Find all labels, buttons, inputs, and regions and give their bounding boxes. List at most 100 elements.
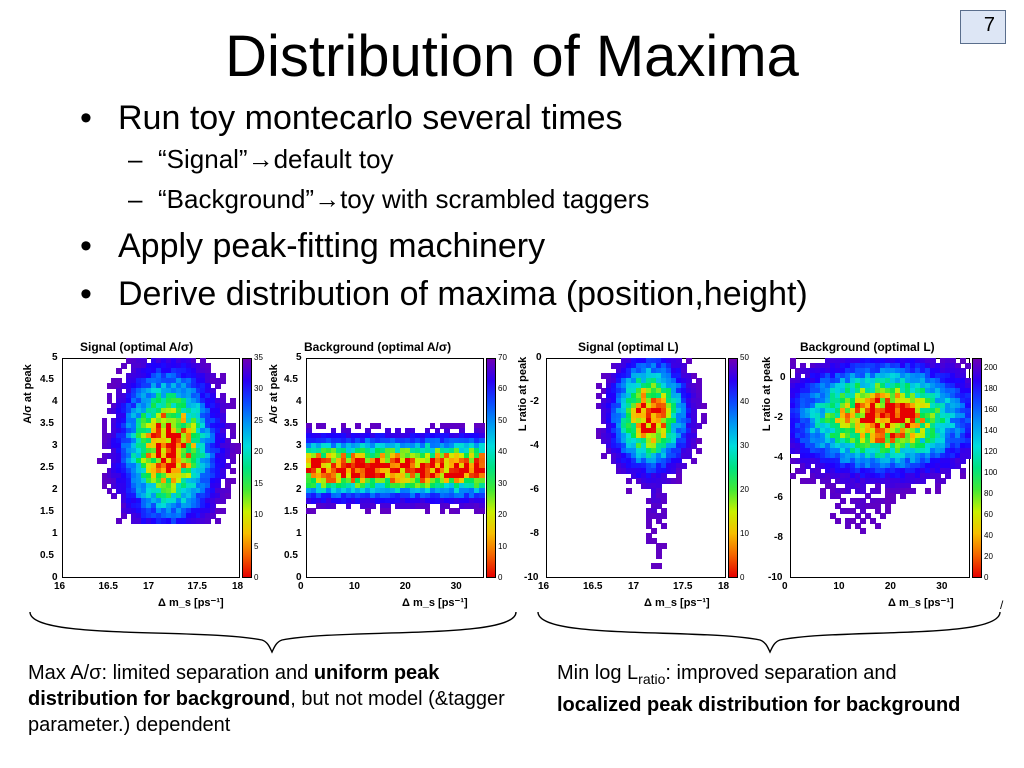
heatmap-cell bbox=[930, 413, 936, 419]
heatmap-cell bbox=[820, 423, 826, 429]
heatmap-cell bbox=[385, 508, 391, 514]
heatmap-cell bbox=[855, 358, 861, 364]
heatmap-cell bbox=[479, 428, 485, 434]
heatmap-cell bbox=[950, 423, 956, 429]
heatmap-cell bbox=[855, 363, 861, 369]
heatmap-cell bbox=[141, 398, 147, 404]
heatmap-cell bbox=[800, 408, 806, 414]
heatmap-cell bbox=[126, 448, 132, 454]
heatmap-cell bbox=[320, 453, 327, 459]
heatmap-cell bbox=[691, 398, 697, 404]
heatmap-cell bbox=[180, 418, 187, 424]
heatmap-cell bbox=[885, 458, 891, 464]
heatmap-cell bbox=[345, 473, 352, 479]
heatmap-cell bbox=[626, 393, 632, 399]
heatmap-cell bbox=[146, 383, 152, 389]
heatmap-cell bbox=[121, 498, 127, 504]
heatmap-cell bbox=[965, 398, 971, 404]
heatmap-cell bbox=[875, 488, 881, 494]
heatmap-cell bbox=[165, 428, 172, 434]
heatmap-cell bbox=[404, 433, 411, 439]
right-brace bbox=[537, 611, 1001, 654]
heatmap-cell bbox=[175, 448, 182, 454]
heatmap-cell bbox=[870, 443, 876, 449]
heatmap-cell bbox=[845, 453, 851, 459]
heatmap-cell bbox=[136, 493, 142, 499]
heatmap-cell bbox=[200, 363, 206, 369]
right-caption-subscript: ratio bbox=[638, 671, 666, 687]
heatmap-cell bbox=[165, 388, 172, 394]
heatmap-cell bbox=[805, 423, 811, 429]
heatmap-cell bbox=[910, 363, 916, 369]
heatmap-cell bbox=[180, 508, 187, 514]
heatmap-cell bbox=[596, 433, 602, 439]
heatmap-cell bbox=[885, 463, 891, 469]
heatmap-cell bbox=[151, 408, 157, 414]
heatmap-cell bbox=[220, 463, 226, 469]
heatmap-cell bbox=[310, 433, 317, 439]
heatmap-cell bbox=[636, 473, 642, 479]
heatmap-cell bbox=[656, 468, 662, 474]
heatmap-cell bbox=[671, 423, 677, 429]
heatmap-cell bbox=[671, 443, 677, 449]
heatmap-cell bbox=[880, 378, 886, 384]
heatmap-cell bbox=[230, 478, 236, 484]
heatmap-cell bbox=[616, 383, 622, 389]
x-tick-label: 16.5 bbox=[98, 581, 118, 592]
heatmap-cell bbox=[950, 388, 956, 394]
heatmap-cell bbox=[439, 468, 446, 474]
heatmap-cell bbox=[424, 463, 431, 469]
heatmap-cell bbox=[800, 468, 806, 474]
heatmap-cell bbox=[474, 483, 480, 489]
heatmap-cell bbox=[696, 393, 702, 399]
heatmap-cell bbox=[200, 513, 206, 519]
heatmap-cell bbox=[870, 408, 876, 414]
heatmap-cell bbox=[631, 468, 637, 474]
heatmap-cell bbox=[616, 398, 622, 404]
heatmap-cell bbox=[195, 513, 202, 519]
heatmap-cell bbox=[141, 428, 147, 434]
heatmap-cell bbox=[835, 398, 841, 404]
heatmap-cell bbox=[870, 468, 876, 474]
heatmap-cell bbox=[646, 433, 652, 439]
heatmap-cell bbox=[825, 358, 831, 364]
heatmap-cell bbox=[845, 358, 851, 364]
heatmap-cell bbox=[160, 493, 167, 499]
heatmap-cell bbox=[126, 428, 132, 434]
heatmap-cell bbox=[175, 463, 182, 469]
x-tick-label: 17.5 bbox=[673, 581, 693, 592]
heatmap-cell bbox=[925, 403, 931, 409]
heatmap-cell bbox=[830, 383, 836, 389]
heatmap-cell bbox=[606, 418, 612, 424]
plot-title: Signal (optimal L) bbox=[578, 340, 679, 354]
heatmap-cell bbox=[666, 358, 672, 364]
heatmap-cell bbox=[935, 413, 941, 419]
heatmap-cell bbox=[330, 443, 337, 449]
heatmap-cell bbox=[880, 458, 886, 464]
heatmap-cell bbox=[910, 433, 916, 439]
heatmap-cell bbox=[855, 468, 861, 474]
heatmap-cell bbox=[101, 458, 108, 464]
heatmap-cell bbox=[200, 368, 206, 374]
heatmap-cell bbox=[686, 373, 692, 379]
heatmap-cell bbox=[935, 438, 941, 444]
heatmap-cell bbox=[950, 358, 956, 364]
heatmap-cell bbox=[155, 493, 162, 499]
heatmap-cell bbox=[900, 383, 906, 389]
heatmap-cell bbox=[111, 458, 117, 464]
heatmap-cell bbox=[210, 388, 216, 394]
heatmap-cell bbox=[925, 383, 931, 389]
heatmap-cell bbox=[651, 418, 657, 424]
heatmap-cell bbox=[845, 373, 851, 379]
heatmap-cell bbox=[835, 373, 841, 379]
heatmap-cell bbox=[121, 458, 127, 464]
heatmap-cell bbox=[170, 453, 177, 459]
heatmap-cell bbox=[200, 518, 206, 524]
heatmap-cell bbox=[141, 473, 147, 479]
heatmap-cell bbox=[121, 438, 127, 444]
heatmap-cell bbox=[469, 448, 475, 454]
heatmap-cell bbox=[880, 473, 886, 479]
heatmap-cell bbox=[180, 363, 187, 369]
heatmap-cell bbox=[960, 398, 966, 404]
heatmap-cell bbox=[950, 378, 956, 384]
